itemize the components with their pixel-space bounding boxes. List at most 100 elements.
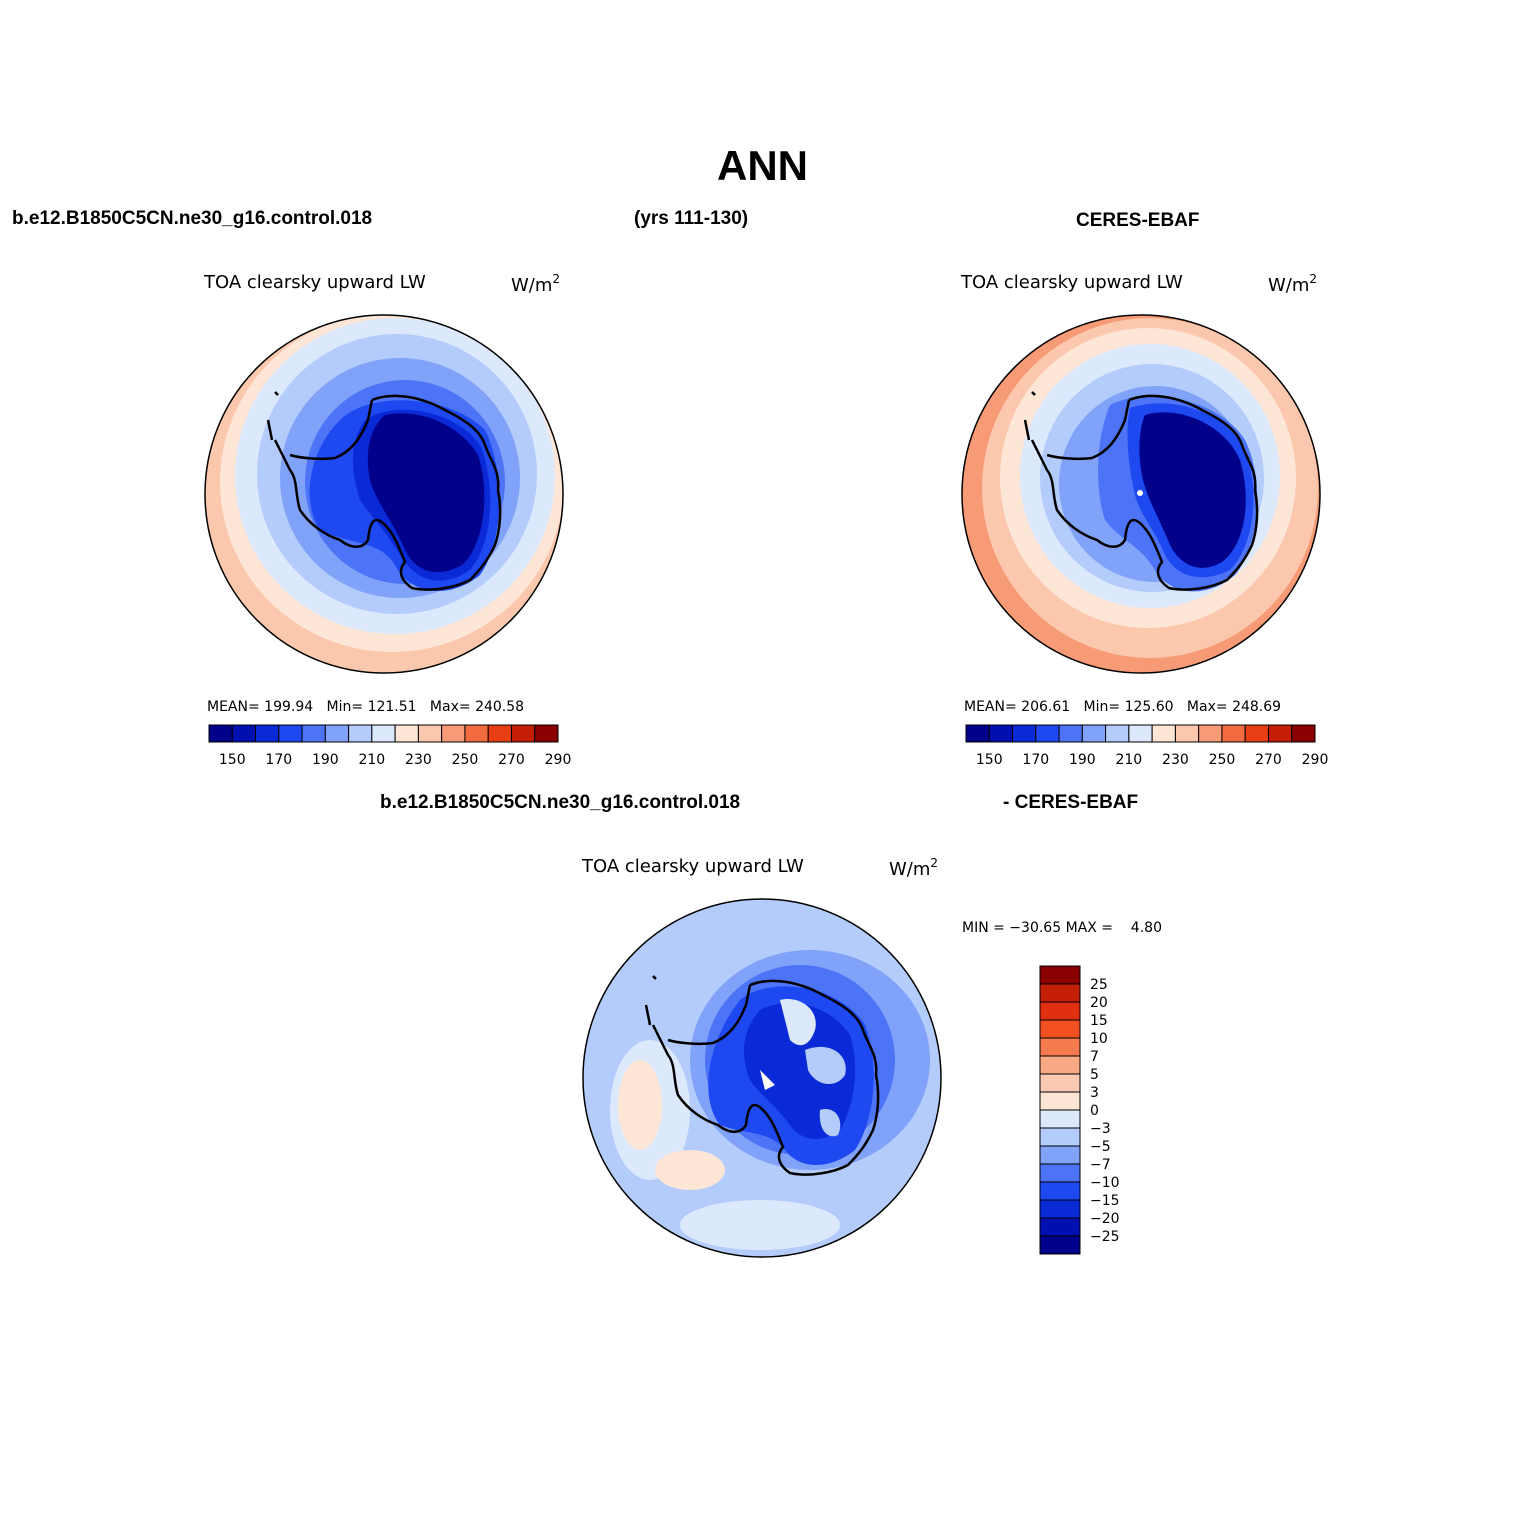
- diff-map-border: [582, 898, 942, 1258]
- model-colorbar: 150 170 190 210 230 250 270 290: [208, 724, 572, 768]
- obs-colorbar-swatch: [1128, 724, 1153, 743]
- model-colorbar-tick-label: 270: [498, 752, 525, 768]
- diff-colorbar-tick-label: 15: [1090, 1013, 1108, 1029]
- diff-field-label: TOA clearsky upward LW: [582, 856, 804, 877]
- model-colorbar-swatch: [348, 724, 373, 743]
- diff-colorbar-swatch: [1039, 1235, 1081, 1255]
- model-colorbar-swatch: [301, 724, 326, 743]
- diff-colorbar-swatch: [1039, 1181, 1081, 1201]
- model-mean-value: 199.94: [264, 699, 314, 715]
- model-min-value: 121.51: [367, 699, 417, 715]
- model-colorbar-tick-label: 230: [405, 752, 432, 768]
- diff-colorbar-tick-label: −15: [1090, 1193, 1120, 1209]
- model-max-label: Max=: [429, 699, 471, 715]
- obs-colorbar-swatch: [1012, 724, 1037, 743]
- model-mean-label: MEAN=: [207, 699, 260, 715]
- model-units-base: W/m: [511, 275, 553, 296]
- model-colorbar-swatch: [417, 724, 443, 743]
- diff-colorbar-swatch: [1039, 1109, 1081, 1129]
- model-colorbar-swatch: [441, 724, 466, 743]
- diff-colorbar-swatch: [1039, 983, 1081, 1003]
- diff-colorbar-tick-label: 3: [1090, 1085, 1099, 1101]
- diff-colorbar-tick-label: 7: [1090, 1049, 1099, 1065]
- model-units-label: W/m2: [511, 272, 560, 296]
- diff-colorbar-swatch: [1039, 1163, 1081, 1183]
- diff-colorbar-tick-label: −5: [1090, 1139, 1111, 1155]
- obs-max-value: 248.69: [1232, 699, 1282, 715]
- obs-colorbar-swatch: [1174, 724, 1200, 743]
- diff-minmax: MIN = −30.65 MAX = 4.80: [962, 920, 1162, 936]
- diff-colorbar-tick-label: 5: [1090, 1067, 1099, 1083]
- diff-colorbar-tick-label: −25: [1090, 1229, 1120, 1245]
- model-units-exp: 2: [552, 272, 561, 286]
- diff-units-label: W/m2: [889, 856, 938, 880]
- diff-polar-map: [583, 899, 941, 1257]
- model-coastline: [266, 391, 502, 591]
- diff-colorbar-swatch: [1039, 965, 1081, 985]
- model-colorbar-tick-label: 150: [219, 752, 246, 768]
- diff-coastline: [644, 975, 880, 1176]
- diff-colorbar-swatch: [1039, 1001, 1081, 1021]
- model-colorbar-swatch: [324, 724, 350, 743]
- diff-colorbar-tick-label: 0: [1090, 1103, 1099, 1119]
- obs-colorbar-tick-label: 170: [1022, 752, 1049, 768]
- diff-colorbar-swatch: [1039, 1145, 1081, 1165]
- model-colorbar-tick-label: 190: [312, 752, 339, 768]
- obs-min-value: 125.60: [1124, 699, 1174, 715]
- model-colorbar-swatch: [534, 724, 559, 743]
- model-polar-map: [205, 315, 563, 673]
- model-map-border: [204, 314, 564, 674]
- obs-polar-map: [962, 315, 1320, 673]
- obs-colorbar-swatch: [1151, 724, 1176, 743]
- diff-colorbar-swatch: [1039, 1217, 1081, 1237]
- model-stats: MEAN= 199.94 Min= 121.51 Max= 240.58: [207, 699, 524, 715]
- diff-units-base: W/m: [889, 859, 931, 880]
- model-max-value: 240.58: [475, 699, 525, 715]
- obs-stats: MEAN= 206.61 Min= 125.60 Max= 248.69: [964, 699, 1281, 715]
- obs-units-exp: 2: [1309, 272, 1318, 286]
- diff-colorbar-swatch: [1039, 1091, 1081, 1111]
- obs-mean-value: 206.61: [1021, 699, 1071, 715]
- obs-colorbar-swatch: [1058, 724, 1083, 743]
- obs-colorbar-swatch: [1244, 724, 1269, 743]
- model-case-label: b.e12.B1850C5CN.ne30_g16.control.018: [12, 208, 373, 229]
- model-colorbar-tick-label: 170: [265, 752, 292, 768]
- obs-colorbar-swatch: [1291, 724, 1316, 743]
- diff-colorbar-tick-label: 10: [1090, 1031, 1108, 1047]
- diff-colorbar-tick-label: 20: [1090, 995, 1108, 1011]
- obs-colorbar-tick-label: 190: [1069, 752, 1096, 768]
- obs-colorbar-swatch: [1105, 724, 1130, 743]
- model-colorbar-tick-label: 210: [358, 752, 385, 768]
- diff-colorbar-swatch: [1039, 1055, 1081, 1075]
- obs-colorbar-swatch: [1267, 724, 1293, 743]
- obs-colorbar-tick-label: 250: [1209, 752, 1236, 768]
- obs-map-border: [961, 314, 1321, 674]
- diff-colorbar-tick-label: −3: [1090, 1121, 1111, 1137]
- obs-units-label: W/m2: [1268, 272, 1317, 296]
- diff-colorbar-swatch: [1039, 1019, 1081, 1039]
- model-colorbar-swatch: [487, 724, 512, 743]
- model-colorbar-swatch: [371, 724, 396, 743]
- diff-colorbar-tick-label: −10: [1090, 1175, 1120, 1191]
- model-colorbar-swatch: [255, 724, 280, 743]
- diff-colorbar-tick-label: 25: [1090, 977, 1108, 993]
- model-colorbar-swatch: [231, 724, 257, 743]
- obs-colorbar-swatch: [965, 724, 990, 743]
- obs-coastline: [1023, 391, 1259, 591]
- figure-title: ANN: [717, 142, 808, 189]
- model-colorbar-swatch: [464, 724, 489, 743]
- obs-field-label: TOA clearsky upward LW: [961, 272, 1183, 293]
- model-min-label: Min=: [326, 699, 364, 715]
- obs-colorbar-tick-label: 270: [1255, 752, 1282, 768]
- diff-colorbar-swatch: [1039, 1073, 1081, 1093]
- obs-label: CERES-EBAF: [1076, 210, 1200, 231]
- obs-colorbar-swatch: [988, 724, 1014, 743]
- obs-colorbar-tick-label: 210: [1115, 752, 1142, 768]
- model-colorbar-tick-label: 290: [545, 752, 572, 768]
- obs-min-label: Min=: [1083, 699, 1121, 715]
- model-field-label: TOA clearsky upward LW: [204, 272, 426, 293]
- obs-colorbar: 150 170 190 210 230 250 270 290: [965, 724, 1328, 768]
- obs-colorbar-swatch: [1198, 724, 1223, 743]
